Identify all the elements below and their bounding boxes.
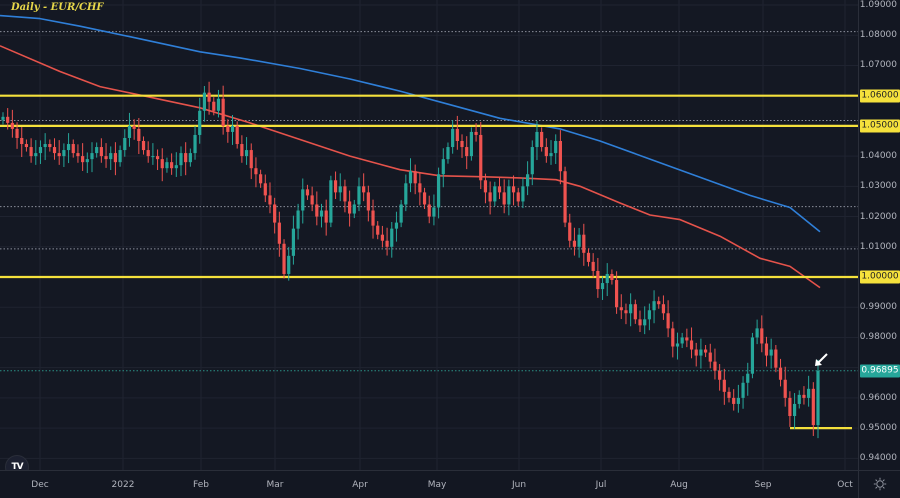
price-tick-label: 1.01000 [859, 241, 897, 252]
price-tick-label: 1.03000 [859, 181, 897, 192]
price-tick-label: 1.07000 [859, 60, 897, 71]
time-axis[interactable]: Dec 2022 Feb Mar Apr May Jun Jul Aug Sep Oct [0, 470, 858, 498]
time-tick-label: 2022 [111, 480, 135, 490]
price-tick-label: 0.98000 [859, 332, 897, 343]
price-tick-label: 0.99000 [859, 302, 897, 313]
axis-corner [858, 470, 900, 498]
time-tick-label: May [427, 480, 447, 490]
time-tick-label: Jul [595, 480, 607, 490]
annotation-arrow-icon [815, 353, 828, 366]
chart-title: Daily - EUR/CHF [11, 2, 104, 13]
price-axis[interactable]: 1.09000 1.08000 1.07000 1.06000 1.05000 1.040… [858, 0, 900, 470]
price-tick-label: 0.95000 [859, 423, 897, 434]
gear-icon[interactable] [873, 477, 887, 491]
time-tick-label: Sep [754, 480, 772, 490]
current-price-tag: 0.96895 [860, 364, 900, 378]
price-level-tag: 1.06000 [860, 89, 900, 103]
logo-text: TV [11, 462, 23, 472]
time-tick-label: Aug [670, 480, 688, 490]
time-tick-label: Oct [837, 480, 853, 490]
time-tick-label: Dec [31, 480, 49, 490]
price-tick-label: 1.02000 [859, 211, 897, 222]
candlestick-series [1, 81, 820, 439]
price-tick-label: 0.96000 [859, 392, 897, 403]
grid-lines [0, 0, 858, 470]
price-tick-label: 1.08000 [859, 30, 897, 41]
price-tick-label: 0.94000 [859, 453, 897, 464]
price-level-tag: 1.05000 [860, 119, 900, 133]
time-tick-label: Jun [511, 480, 527, 490]
price-chart-plot[interactable] [0, 0, 858, 470]
time-tick-label: Mar [266, 480, 284, 490]
price-tick-label: 1.04000 [859, 151, 897, 162]
time-tick-label: Apr [352, 480, 368, 490]
price-level-tag: 1.00000 [860, 270, 900, 284]
price-tick-label: 1.09000 [859, 0, 897, 10]
time-tick-label: Feb [193, 480, 209, 490]
horizontal-level-lines[interactable] [0, 94, 858, 430]
